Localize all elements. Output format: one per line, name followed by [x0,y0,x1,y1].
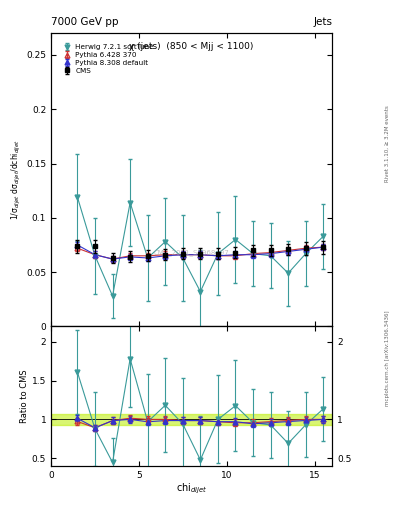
Bar [51,414,332,425]
Legend: Herwig 7.2.1 softTune, Pythia 6.428 370, Pythia 8.308 default, CMS: Herwig 7.2.1 softTune, Pythia 6.428 370,… [60,43,156,75]
Text: Rivet 3.1.10, ≥ 3.2M events: Rivet 3.1.10, ≥ 3.2M events [385,105,389,182]
X-axis label: chi$_{dijet}$: chi$_{dijet}$ [176,481,208,496]
Text: CMS_2011_S8968497: CMS_2011_S8968497 [154,250,230,257]
Text: χ (jets)  (850 < Mjj < 1100): χ (jets) (850 < Mjj < 1100) [129,42,254,51]
Text: mcplots.cern.ch [arXiv:1306.3436]: mcplots.cern.ch [arXiv:1306.3436] [385,311,389,406]
Text: 7000 GeV pp: 7000 GeV pp [51,16,119,27]
Text: Jets: Jets [313,16,332,27]
Y-axis label: 1/σ$_{dijet}$ dσ$_{dijet}$/dchi$_{dijet}$: 1/σ$_{dijet}$ dσ$_{dijet}$/dchi$_{dijet}… [10,139,23,220]
Y-axis label: Ratio to CMS: Ratio to CMS [20,369,29,423]
